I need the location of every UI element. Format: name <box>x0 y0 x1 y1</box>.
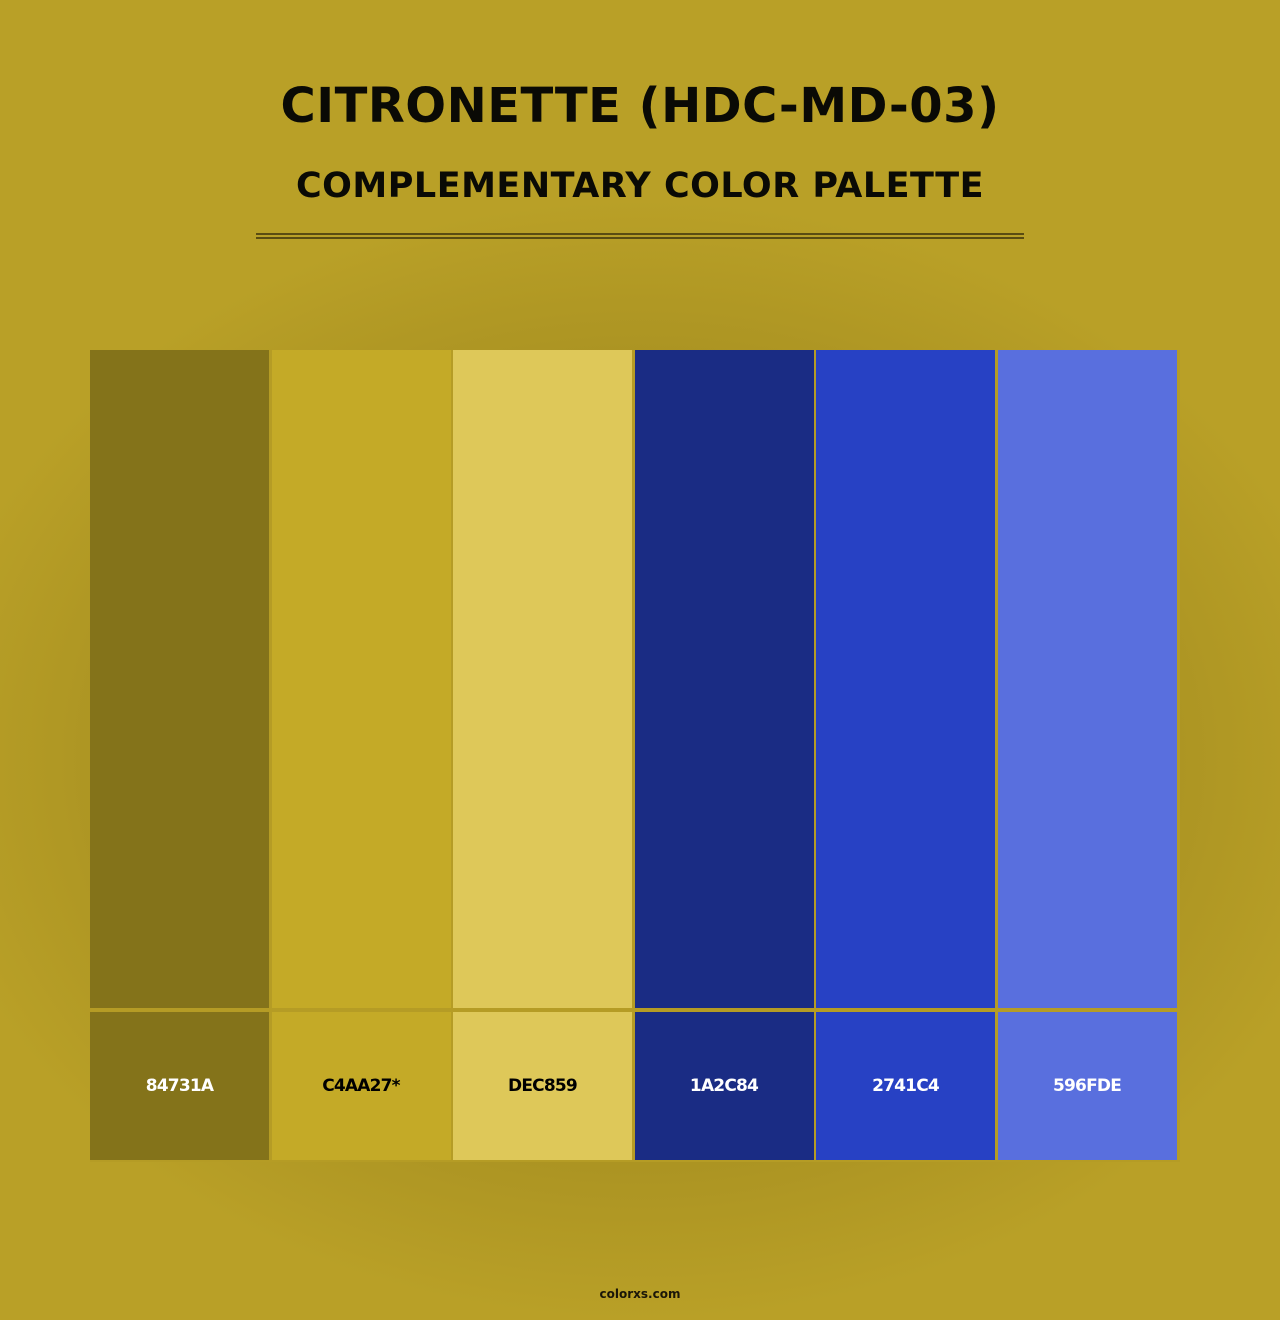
footer-site-link[interactable]: colorxs.com <box>599 1287 681 1301</box>
color-swatch[interactable] <box>997 350 1177 1008</box>
color-hex-label: 596FDE <box>997 1012 1177 1160</box>
color-swatch[interactable] <box>453 350 632 1008</box>
color-swatch[interactable] <box>271 350 451 1008</box>
color-swatch[interactable] <box>90 350 269 1008</box>
color-hex-label: 2741C4 <box>816 1012 995 1160</box>
color-hex-label: 84731A <box>90 1012 269 1160</box>
color-hex-label: 1A2C84 <box>634 1012 814 1160</box>
page-title: CITRONETTE (HDC-MD-03) <box>280 78 1000 134</box>
color-hex-label: C4AA27* <box>271 1012 451 1160</box>
color-hex-label: DEC859 <box>453 1012 632 1160</box>
color-palette: 84731A C4AA27* DEC859 1A2C84 2741C4 596FDE <box>90 350 1180 1162</box>
divider-line <box>256 233 1024 235</box>
divider-line <box>256 237 1024 239</box>
color-swatch[interactable] <box>634 350 814 1008</box>
color-swatch[interactable] <box>816 350 995 1008</box>
page-subtitle: COMPLEMENTARY COLOR PALETTE <box>295 166 985 206</box>
